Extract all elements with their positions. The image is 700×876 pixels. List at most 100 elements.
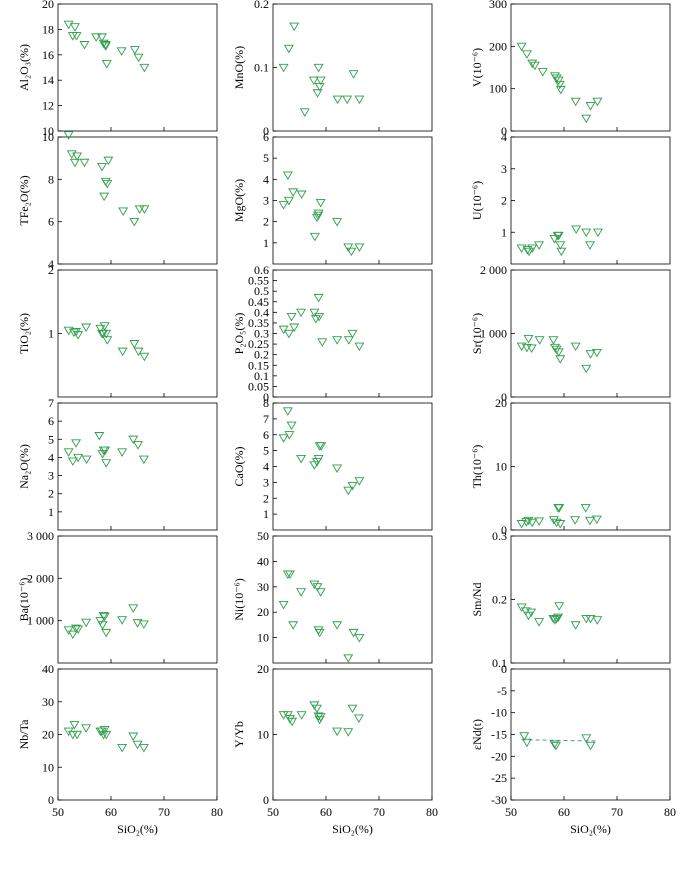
y-tick-label: 16 [42, 48, 54, 62]
data-point [570, 342, 581, 352]
y-tick-label: 20 [42, 728, 54, 742]
data-point [296, 711, 307, 720]
data-point [551, 614, 562, 624]
data-point [71, 624, 82, 634]
data-point [63, 626, 74, 635]
x-tick-label: 80 [426, 805, 438, 819]
data-point [591, 515, 602, 525]
data-point [102, 179, 113, 189]
data-point [347, 329, 358, 339]
data-point [72, 152, 83, 161]
data-point [315, 199, 326, 208]
data-point [289, 22, 300, 32]
y-tick-label: 7 [263, 412, 269, 426]
x-tick-label: 70 [158, 805, 170, 819]
y-axis-label: MnO(%) [232, 46, 246, 89]
y-tick-label: 7 [48, 396, 54, 410]
y-tick-label: 0 [48, 793, 54, 807]
data-point [527, 59, 538, 69]
y-tick-label: 1 [501, 225, 507, 239]
data-point [73, 625, 84, 635]
scatter-panel: 1 2 3 4 5 6 7 Na₂O(%) [17, 396, 218, 531]
scatter-panel: 1 2 3 4 5 6 MgO(%) [232, 130, 433, 265]
data-point [342, 95, 353, 105]
data-point [534, 517, 545, 526]
data-point [97, 33, 107, 42]
data-point [283, 196, 294, 206]
y-axis-label: V(10⁻⁶) [470, 48, 484, 87]
data-point [97, 163, 107, 172]
plot-frame [57, 535, 218, 664]
data-point [79, 158, 90, 168]
data-point [571, 225, 582, 234]
data-point [555, 85, 566, 95]
data-point [100, 41, 111, 50]
y-tick-label: 1 [263, 507, 269, 521]
data-point [581, 228, 592, 238]
y-tick-label: 0.1 [254, 369, 269, 383]
data-point [69, 721, 80, 730]
data-point [95, 324, 106, 334]
y-tick-label: 10 [42, 130, 54, 144]
data-point [67, 630, 78, 640]
y-tick-label: -30 [491, 793, 507, 807]
y-tick-label: 0.6 [254, 263, 269, 277]
data-point [348, 628, 359, 638]
y-tick-label: 200 [489, 39, 507, 53]
data-point [551, 345, 562, 355]
data-point [286, 312, 297, 322]
data-point [553, 231, 564, 241]
y-tick-label: -25 [491, 771, 507, 785]
scatter-panel: 10 20 30 40 50 Ni(10⁻⁶) [232, 529, 433, 664]
data-point [354, 477, 365, 486]
data-point [570, 621, 581, 630]
data-point [316, 442, 327, 451]
plot-frame [57, 269, 218, 398]
data-point [315, 713, 326, 722]
data-point [585, 350, 596, 359]
data-point [296, 190, 307, 200]
data-point [332, 95, 343, 105]
y-tick-label: 0.1 [492, 656, 507, 670]
data-point [354, 342, 365, 352]
data-point [81, 323, 92, 333]
data-point [282, 407, 293, 416]
scatter-panel: 0 10 20 30 40 50 60 70 80 Nb/Ta SiO₂(%) [17, 662, 223, 836]
data-point [332, 621, 343, 630]
data-point [296, 454, 307, 464]
data-point [278, 63, 289, 73]
y-tick-label: 20 [495, 396, 507, 410]
data-point [99, 725, 110, 735]
y-axis-label: TFe₂O(%) [17, 175, 31, 225]
scatter-panel: 10 12 14 16 18 20 Al₂O₃(%) [17, 0, 218, 138]
y-tick-label: 0.1 [254, 61, 269, 75]
data-point [73, 331, 84, 340]
data-point [283, 44, 294, 54]
y-tick-label: 1 [48, 327, 54, 341]
plot-frame [510, 402, 671, 531]
y-tick-label: 5 [263, 151, 269, 165]
y-axis-label: Na₂O(%) [17, 444, 31, 489]
data-point [299, 108, 310, 117]
data-point [139, 352, 150, 362]
y-tick-label: 0 [263, 124, 269, 138]
data-point [314, 312, 325, 322]
y-tick-label: 4 [48, 257, 54, 271]
data-point [128, 732, 139, 742]
data-point [523, 516, 534, 526]
data-point [98, 39, 109, 49]
data-point [308, 76, 319, 86]
data-point [94, 432, 105, 441]
data-point [98, 611, 109, 621]
data-point [585, 614, 596, 624]
y-tick-label: 2 [48, 487, 54, 501]
data-point [343, 654, 354, 663]
data-point [103, 156, 114, 166]
y-tick-label: 4 [501, 130, 507, 144]
y-tick-label: 0.5 [254, 284, 269, 298]
data-point [68, 328, 79, 338]
data-point [516, 520, 527, 529]
y-tick-label: 0.2 [254, 0, 269, 11]
data-point [554, 602, 565, 611]
